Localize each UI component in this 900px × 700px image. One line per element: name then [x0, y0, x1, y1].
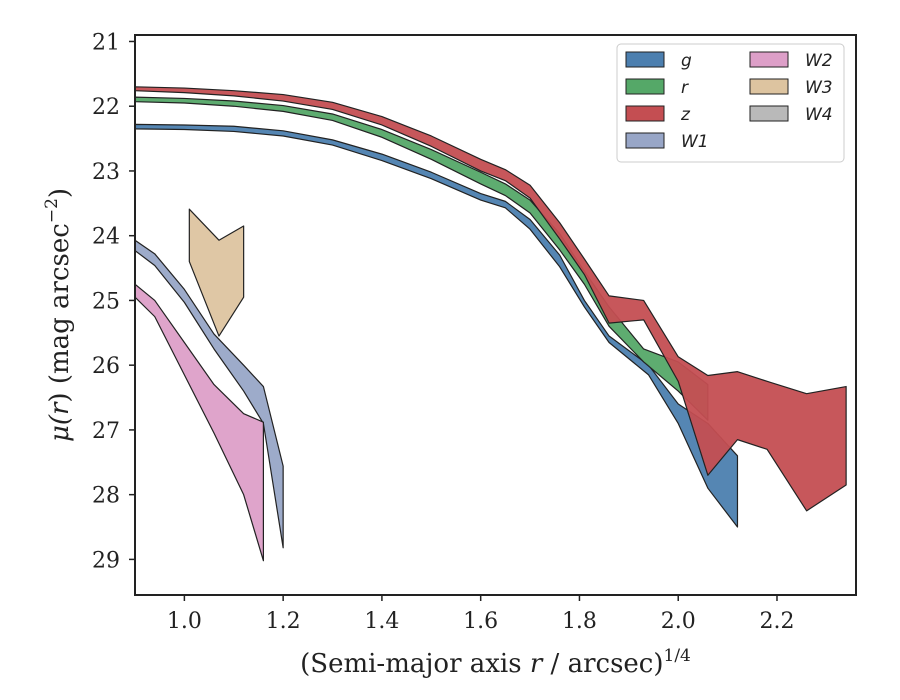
legend-swatch-g	[625, 51, 665, 68]
legend-label-z: z	[680, 105, 691, 125]
data-bands	[135, 86, 847, 562]
y-tick-label: 24	[92, 225, 120, 250]
band-w1	[135, 239, 284, 549]
plot-frame	[134, 34, 857, 596]
y-axis-ticks: 21 22 23 24 25 26 27 28 29	[92, 30, 135, 573]
band-z	[135, 86, 847, 512]
legend-label-w1: W1	[681, 132, 709, 152]
legend: grz W1 W2 W3 W4	[616, 43, 845, 163]
band-w2	[135, 283, 264, 562]
x-tick-label: 1.8	[562, 609, 597, 634]
x-tick-label: 1.2	[266, 609, 301, 634]
x-tick-label: 1.6	[463, 609, 498, 634]
legend-label-g: g	[681, 51, 692, 71]
band-g	[135, 123, 739, 528]
y-tick-label: 23	[92, 160, 120, 185]
y-tick-label: 22	[92, 95, 120, 120]
legend-label-w2: W2	[805, 51, 833, 71]
x-tick-label: 1.4	[364, 609, 399, 634]
y-tick-label: 27	[92, 419, 120, 444]
y-tick-label: 25	[92, 289, 120, 314]
y-axis-title: μ(r) (mag arcsec−2)	[42, 188, 75, 442]
y-tick-label: 21	[92, 30, 120, 55]
x-tick-label: 2.0	[661, 609, 696, 634]
legend-swatch-r	[625, 78, 665, 95]
legend-box	[616, 43, 845, 163]
y-tick-label: 29	[92, 548, 120, 573]
legend-label-w3: W3	[805, 78, 833, 98]
y-tick-label: 28	[92, 484, 120, 509]
legend-swatch-w1	[625, 132, 665, 149]
y-tick-label: 26	[92, 354, 120, 379]
legend-swatch-z	[625, 105, 665, 122]
x-tick-label: 2.2	[759, 609, 794, 634]
band-w3	[188, 208, 245, 337]
legend-swatch-w3	[749, 78, 789, 95]
x-axis-ticks: 1.0 1.2 1.4 1.6 1.8 2.0 2.2	[167, 595, 794, 634]
band-group	[135, 86, 847, 562]
x-axis-title: (Semi-major axis r / arcsec)1/4	[300, 646, 691, 679]
legend-swatch-w4	[749, 105, 789, 122]
legend-swatch-w2	[749, 51, 789, 68]
legend-label-r: r	[681, 78, 689, 98]
x-tick-label: 1.0	[167, 609, 202, 634]
legend-label-w4: W4	[805, 105, 833, 125]
